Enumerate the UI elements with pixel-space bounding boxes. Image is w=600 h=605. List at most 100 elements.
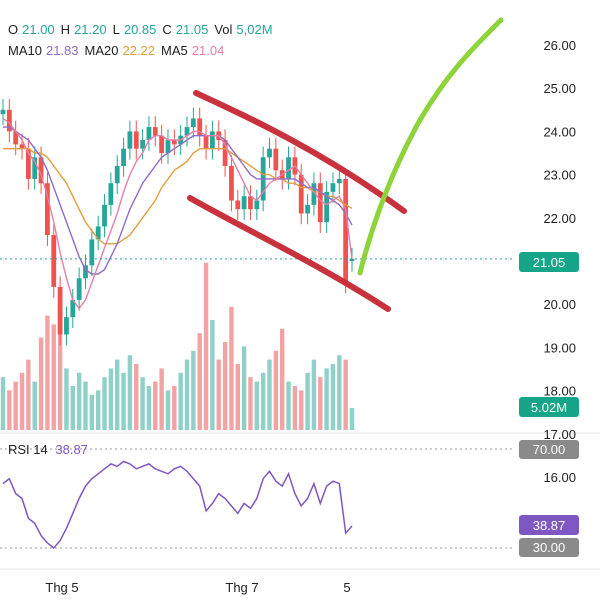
- volume-bar: [45, 315, 50, 430]
- volume-bar: [330, 364, 336, 430]
- candle[interactable]: [32, 146, 38, 190]
- candle[interactable]: [108, 172, 114, 216]
- candle[interactable]: [13, 120, 19, 156]
- candle[interactable]: [317, 172, 323, 233]
- volume-bar: [305, 372, 310, 430]
- candle[interactable]: [330, 172, 336, 203]
- candle[interactable]: [133, 120, 139, 160]
- legend-value: 20.85: [124, 22, 157, 37]
- price-tick: 25.00: [543, 81, 576, 96]
- candle[interactable]: [57, 276, 63, 346]
- candle[interactable]: [70, 289, 76, 328]
- legend-value: 21.04: [192, 43, 225, 58]
- candle-body: [298, 174, 304, 214]
- candle[interactable]: [6, 99, 12, 143]
- volume-bar: [273, 350, 279, 430]
- candle-body: [330, 183, 336, 192]
- candle[interactable]: [83, 254, 88, 290]
- candle-body: [140, 140, 145, 149]
- rsi-current: 38.87: [55, 442, 88, 457]
- volume-bar: [115, 359, 120, 430]
- candle-body: [51, 235, 57, 287]
- candle-body: [114, 165, 120, 184]
- candle-body: [13, 131, 19, 145]
- candle[interactable]: [203, 124, 209, 160]
- volume-bar: [7, 390, 12, 430]
- candle[interactable]: [311, 172, 317, 216]
- volume-bar: [254, 381, 260, 430]
- candle[interactable]: [184, 116, 190, 147]
- volume-bar: [210, 320, 215, 430]
- candle-body: [229, 165, 234, 201]
- candle[interactable]: [38, 146, 44, 195]
- candle[interactable]: [190, 107, 196, 138]
- volume-bar: [216, 359, 221, 430]
- volume-bar: [222, 342, 228, 430]
- candle[interactable]: [343, 168, 349, 294]
- candle[interactable]: [146, 116, 152, 151]
- channel-lower-line: [187, 195, 391, 312]
- candle[interactable]: [267, 137, 272, 169]
- candle[interactable]: [51, 224, 57, 298]
- candle[interactable]: [349, 248, 355, 272]
- candle[interactable]: [210, 120, 215, 160]
- candle[interactable]: [19, 133, 25, 160]
- candle-body: [305, 204, 310, 214]
- candle[interactable]: [121, 137, 126, 177]
- candle[interactable]: [254, 189, 260, 220]
- candle[interactable]: [235, 189, 241, 220]
- legend-key: MA10: [8, 43, 42, 58]
- candle[interactable]: [95, 215, 101, 251]
- candle[interactable]: [248, 185, 253, 220]
- rsi-upper-badge: 70.00: [519, 440, 579, 459]
- candle[interactable]: [64, 306, 69, 346]
- candle[interactable]: [324, 181, 330, 233]
- ma10-line: [3, 126, 353, 275]
- candle[interactable]: [152, 116, 158, 147]
- candle-body: [235, 200, 241, 210]
- candle[interactable]: [0, 99, 6, 125]
- candle[interactable]: [241, 185, 247, 220]
- candle-body: [57, 286, 63, 335]
- candle[interactable]: [102, 194, 107, 238]
- candle[interactable]: [114, 155, 120, 195]
- candle-body: [159, 135, 165, 153]
- price-tick: 16.00: [543, 470, 576, 485]
- price-tick: 17.00: [543, 427, 576, 442]
- candle[interactable]: [45, 172, 50, 246]
- volume-bar: [89, 394, 95, 430]
- candle-body: [152, 127, 158, 136]
- candle-body: [32, 157, 38, 179]
- volume-bar: [235, 364, 240, 430]
- candle[interactable]: [222, 129, 228, 177]
- candle-body: [83, 265, 88, 279]
- candle-body: [133, 131, 139, 149]
- candle[interactable]: [165, 129, 171, 164]
- volume-bar: [318, 377, 323, 430]
- candle[interactable]: [76, 267, 82, 311]
- candle-body: [317, 183, 323, 223]
- candle[interactable]: [171, 129, 177, 156]
- candle[interactable]: [336, 168, 342, 195]
- volume-bar: [197, 333, 202, 430]
- candle[interactable]: [25, 137, 31, 190]
- candle-body: [324, 191, 330, 223]
- candle[interactable]: [140, 129, 145, 160]
- candle[interactable]: [127, 120, 133, 160]
- candle[interactable]: [273, 137, 279, 182]
- ohlc-legend: O 21.00 H 21.20 L 20.85 C 21.05 Vol 5,02M: [8, 22, 273, 37]
- candle-body: [203, 135, 209, 149]
- volume-bar: [102, 377, 107, 430]
- candle-body: [70, 299, 76, 318]
- volume-bar: [70, 386, 75, 430]
- candle[interactable]: [89, 228, 95, 277]
- candle[interactable]: [229, 155, 234, 212]
- candle[interactable]: [197, 107, 203, 147]
- candle-body: [343, 178, 349, 283]
- volume-bar: [121, 372, 126, 430]
- candle-body: [267, 148, 272, 158]
- candle-body: [241, 196, 247, 210]
- candle[interactable]: [305, 194, 310, 225]
